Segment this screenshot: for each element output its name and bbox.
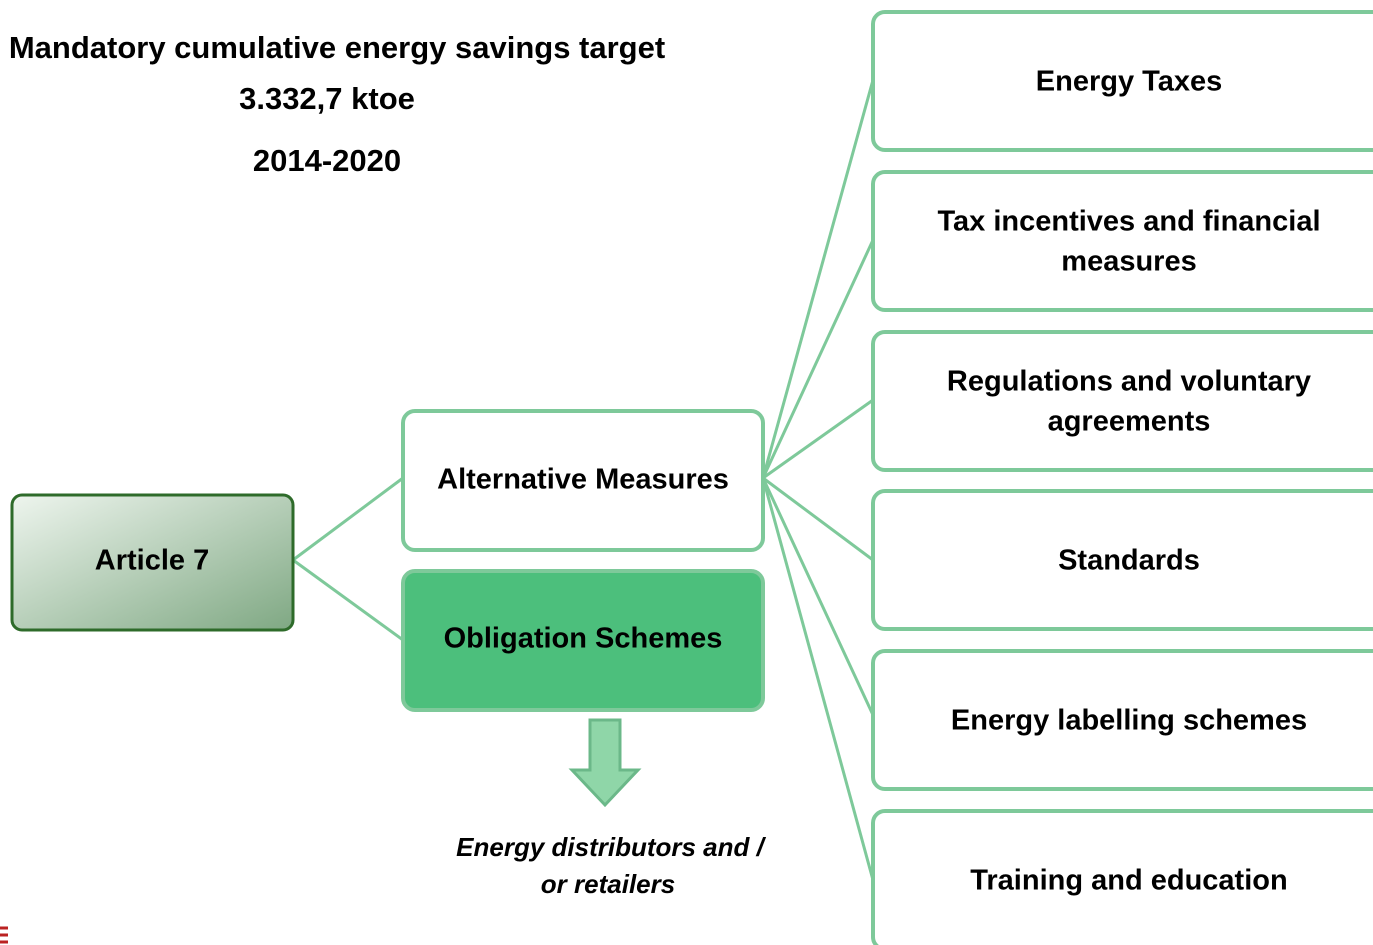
obligation-note: Energy distributors and /: [456, 832, 766, 862]
target-amount: 3.332,7 ktoe: [239, 81, 415, 116]
measure-label: Energy labelling schemes: [951, 705, 1307, 737]
measure-box: [871, 170, 1373, 312]
connector: [761, 477, 875, 716]
connector: [292, 476, 404, 562]
obligation-note: or retailers: [541, 869, 675, 899]
measure-box: [871, 649, 1373, 791]
connector: [761, 239, 875, 479]
logo-fragment: [0, 926, 8, 944]
measure-label: Training and education: [970, 865, 1287, 897]
measure-label: agreements: [1048, 406, 1211, 438]
title: Mandatory cumulative energy savings targ…: [9, 30, 665, 65]
connector: [761, 79, 875, 479]
measure-label: Tax incentives and financial: [937, 206, 1320, 238]
obligation-box: [401, 569, 765, 712]
measure-box: [871, 809, 1373, 945]
connector: [762, 398, 874, 480]
obligation-label: Obligation Schemes: [444, 623, 723, 655]
alternative-label: Alternative Measures: [437, 464, 729, 496]
connector: [762, 476, 874, 562]
connector: [761, 477, 875, 881]
alternative-box: [401, 409, 765, 552]
connectors: [292, 79, 875, 881]
measure-box: [871, 330, 1373, 472]
connector: [292, 558, 404, 642]
measure-label: Energy Taxes: [1036, 66, 1222, 98]
measure-label: measures: [1061, 246, 1196, 278]
down-arrow: [568, 718, 642, 808]
measure-box: [871, 489, 1373, 631]
measure-label: Regulations and voluntary: [947, 366, 1311, 398]
measure-label: Standards: [1058, 545, 1200, 577]
article-box: [10, 493, 295, 632]
measure-box: [871, 10, 1373, 152]
target-period: 2014-2020: [253, 143, 401, 178]
article-label: Article 7: [95, 545, 209, 577]
